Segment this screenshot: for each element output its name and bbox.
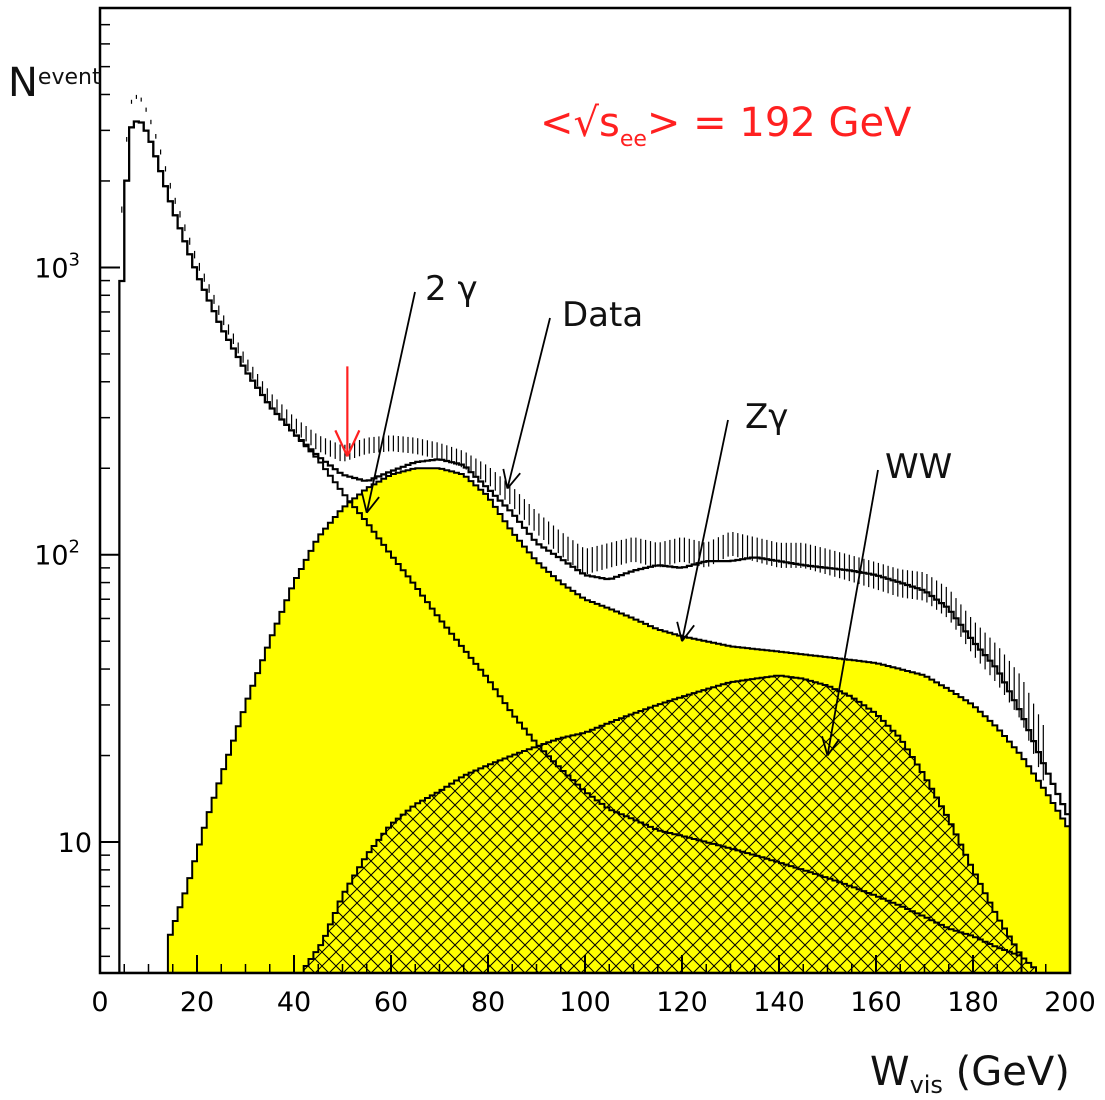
axes: 0 20 40 60 80 100 120 140 160 180 200 10 102 103	[34, 7, 1096, 1018]
y-tick-label: 102	[34, 537, 80, 572]
y-tick-label: 103	[34, 249, 80, 284]
arrow-head	[681, 624, 695, 642]
arrow-two-gamma	[365, 291, 416, 513]
arrow-head	[506, 472, 521, 490]
cut-arrow-head	[346, 429, 361, 457]
arrow-data	[506, 317, 551, 489]
arrow-head	[821, 736, 829, 756]
cut-arrow-head	[334, 429, 349, 457]
label-two-gamma: 2 γ	[425, 269, 478, 309]
x-tick-label: 20	[180, 987, 214, 1018]
arrow-head	[361, 493, 368, 513]
arrow-head	[676, 621, 683, 642]
arrow-z-gamma	[681, 419, 729, 642]
x-tick-label: 180	[947, 987, 999, 1018]
label-data: Data	[562, 295, 643, 335]
label-ww: WW	[885, 447, 952, 487]
series-data	[121, 94, 1044, 781]
x-tick-label: 40	[277, 987, 311, 1018]
x-tick-label: 200	[1044, 987, 1096, 1018]
y-tick-label: 10	[58, 828, 92, 859]
x-tick-label: 100	[559, 987, 611, 1018]
arrow-head	[826, 738, 840, 757]
y-axis-label: Nevent	[8, 60, 101, 106]
x-tick-label: 80	[471, 987, 505, 1018]
x-tick-label: 0	[91, 987, 108, 1018]
series-ww	[302, 674, 1037, 973]
x-tick-label: 60	[374, 987, 408, 1018]
plot-area	[118, 94, 1070, 973]
x-tick-label: 140	[753, 987, 805, 1018]
energy-annotation: <√see> = 192 GeV	[540, 100, 912, 152]
series-total-mc	[118, 120, 1070, 973]
arrow-head	[502, 468, 509, 489]
x-axis-label: Wvis (GeV)	[870, 1049, 1070, 1099]
x-tick-label: 160	[850, 987, 902, 1018]
annotation-arrows	[334, 291, 879, 757]
label-z-gamma: Zγ	[745, 397, 788, 437]
arrow-ww	[826, 469, 879, 756]
x-tick-label: 120	[656, 987, 708, 1018]
arrow-head	[366, 496, 380, 514]
